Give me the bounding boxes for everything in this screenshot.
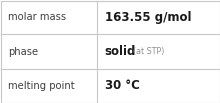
Text: solid: solid: [105, 45, 136, 58]
Text: 30 °C: 30 °C: [105, 79, 140, 92]
Text: molar mass: molar mass: [8, 12, 66, 22]
Text: (at STP): (at STP): [133, 47, 164, 56]
Text: melting point: melting point: [8, 81, 75, 91]
Text: 163.55 g/mol: 163.55 g/mol: [105, 11, 191, 24]
Text: phase: phase: [8, 46, 38, 57]
